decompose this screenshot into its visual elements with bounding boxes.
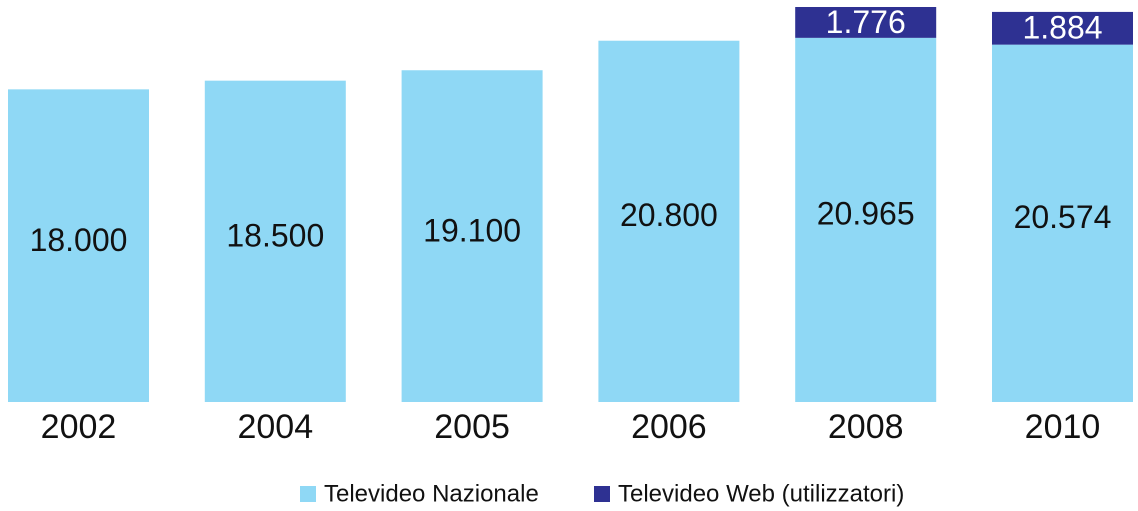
bar	[204, 80, 346, 402]
value-label: 19.100	[423, 212, 521, 248]
legend-swatch	[594, 486, 610, 502]
x-tick-label: 2006	[631, 408, 707, 446]
bar	[795, 7, 937, 38]
value-label: 1.776	[826, 4, 906, 40]
x-tick-label: 2008	[828, 408, 904, 446]
x-tick-label: 2005	[434, 408, 510, 446]
value-label: 20.965	[817, 196, 915, 232]
bar	[8, 89, 149, 402]
bar	[795, 37, 937, 403]
x-tick-label: 2010	[1025, 408, 1101, 446]
bar	[401, 70, 543, 403]
value-label: 18.000	[30, 222, 128, 258]
bar	[598, 40, 740, 402]
bar	[992, 44, 1133, 403]
legend-swatch	[300, 486, 316, 502]
value-label: 20.800	[620, 197, 718, 233]
bar	[992, 11, 1133, 45]
value-label: 18.500	[226, 218, 324, 254]
legend-label: Televideo Nazionale	[324, 480, 539, 507]
legend-label: Televideo Web (utilizzatori)	[618, 480, 904, 507]
value-label: 1.884	[1022, 10, 1102, 46]
x-tick-label: 2004	[237, 408, 313, 446]
value-label: 20.574	[1014, 199, 1112, 235]
x-tick-label: 2002	[41, 408, 117, 446]
